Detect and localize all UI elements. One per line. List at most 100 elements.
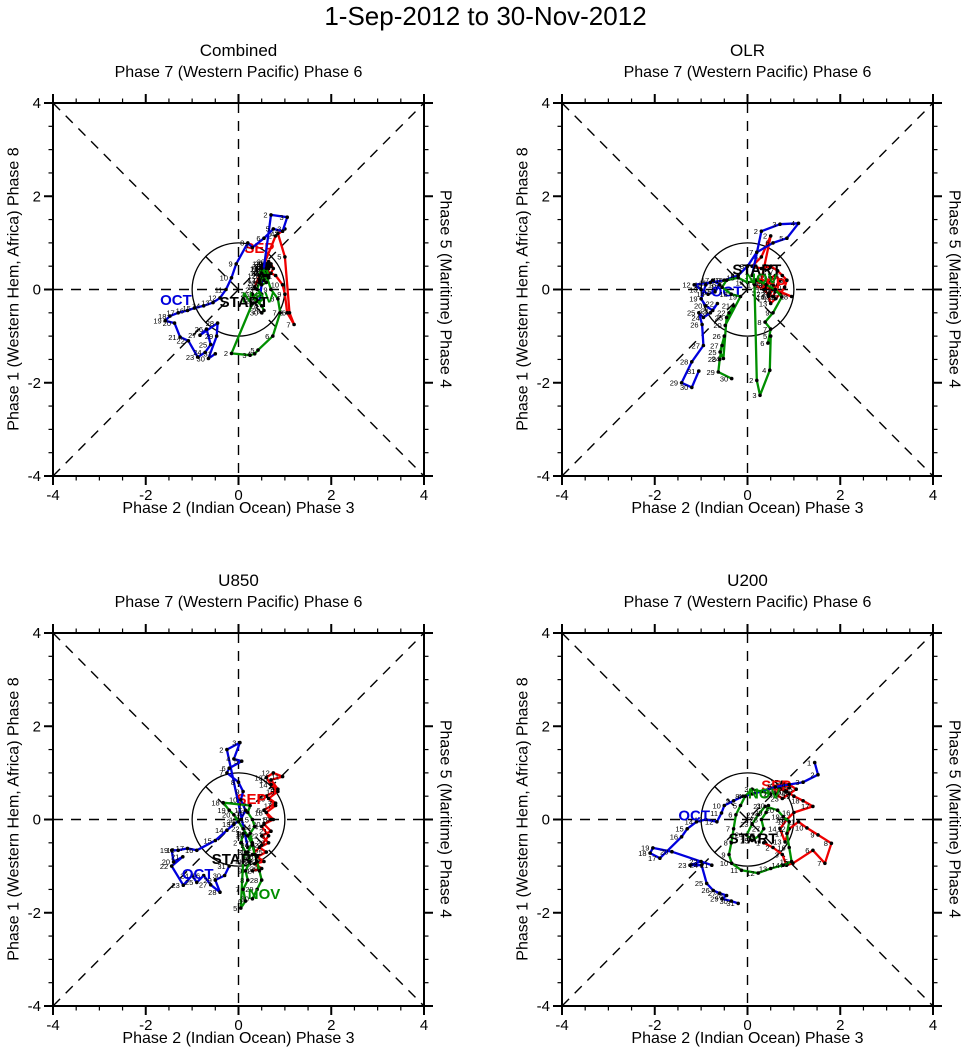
svg-text:30: 30 xyxy=(719,897,727,906)
svg-text:24: 24 xyxy=(248,843,256,852)
axis-label-top: Phase 7 (Western Pacific) Phase 6 xyxy=(623,594,872,611)
svg-text:8: 8 xyxy=(259,792,263,801)
svg-text:1: 1 xyxy=(744,271,748,280)
axis-ticks xyxy=(44,624,433,1015)
svg-text:19: 19 xyxy=(771,813,779,822)
svg-text:14: 14 xyxy=(736,278,744,287)
svg-text:8: 8 xyxy=(724,839,728,848)
svg-text:13: 13 xyxy=(238,829,246,838)
svg-text:25: 25 xyxy=(740,836,748,845)
svg-text:16: 16 xyxy=(257,794,265,803)
svg-text:22: 22 xyxy=(717,309,725,318)
phase-space-plot-u850: -4-4-2-200224412345678910111213141516171… xyxy=(28,624,433,1034)
axis-label-bottom: Phase 2 (Indian Ocean) Phase 3 xyxy=(122,1030,355,1047)
svg-text:15: 15 xyxy=(252,269,260,278)
svg-text:29: 29 xyxy=(203,876,211,885)
svg-text:3: 3 xyxy=(242,351,246,360)
svg-text:28: 28 xyxy=(750,815,758,824)
svg-text:31: 31 xyxy=(726,899,734,908)
svg-text:15: 15 xyxy=(203,836,211,845)
svg-text:-2: -2 xyxy=(139,487,152,504)
svg-text:2: 2 xyxy=(327,1017,335,1034)
svg-text:30: 30 xyxy=(761,278,769,287)
svg-text:20: 20 xyxy=(766,806,774,815)
svg-text:4: 4 xyxy=(791,219,795,228)
svg-text:28: 28 xyxy=(206,319,214,328)
svg-text:25: 25 xyxy=(687,309,695,318)
svg-text:14: 14 xyxy=(685,818,693,827)
svg-text:18: 18 xyxy=(791,797,799,806)
svg-text:19: 19 xyxy=(729,292,737,301)
svg-text:23: 23 xyxy=(761,292,769,301)
svg-text:29: 29 xyxy=(252,306,260,315)
svg-text:4: 4 xyxy=(275,227,279,236)
svg-text:14: 14 xyxy=(768,825,776,834)
svg-text:26: 26 xyxy=(701,886,709,895)
svg-text:-4: -4 xyxy=(46,487,59,504)
svg-text:9: 9 xyxy=(731,271,735,280)
svg-text:24: 24 xyxy=(241,841,249,850)
svg-text:-4: -4 xyxy=(28,468,41,485)
svg-text:27: 27 xyxy=(754,283,762,292)
axis-ticks xyxy=(553,624,942,1015)
svg-text:17: 17 xyxy=(768,276,776,285)
month-label-sep: SEP xyxy=(756,276,786,293)
svg-text:26: 26 xyxy=(690,320,698,329)
svg-text:24: 24 xyxy=(250,290,258,299)
svg-text:13: 13 xyxy=(759,299,767,308)
svg-text:10: 10 xyxy=(712,801,720,810)
svg-text:10: 10 xyxy=(220,274,228,283)
start-label: START xyxy=(732,262,781,279)
svg-text:23: 23 xyxy=(770,794,778,803)
svg-text:17: 17 xyxy=(238,801,246,810)
svg-text:11: 11 xyxy=(234,806,242,815)
month-label-oct: OCT xyxy=(160,292,192,309)
svg-text:12: 12 xyxy=(241,839,249,848)
svg-text:16: 16 xyxy=(236,808,244,817)
svg-text:3: 3 xyxy=(261,832,265,841)
svg-text:20: 20 xyxy=(713,321,721,330)
svg-text:13: 13 xyxy=(252,276,260,285)
svg-text:5: 5 xyxy=(733,801,737,810)
svg-text:-2: -2 xyxy=(537,905,550,922)
svg-text:9: 9 xyxy=(235,787,239,796)
svg-text:30: 30 xyxy=(757,801,765,810)
panel-title: Combined xyxy=(199,41,278,60)
svg-text:15: 15 xyxy=(183,304,191,313)
svg-text:-4: -4 xyxy=(555,1017,568,1034)
svg-text:22: 22 xyxy=(746,811,754,820)
svg-text:27: 27 xyxy=(245,297,253,306)
svg-text:12: 12 xyxy=(254,267,262,276)
svg-text:9: 9 xyxy=(263,285,267,294)
svg-text:15: 15 xyxy=(254,264,262,273)
svg-text:8: 8 xyxy=(231,778,235,787)
svg-text:28: 28 xyxy=(243,860,251,869)
svg-text:9: 9 xyxy=(270,785,274,794)
svg-text:30: 30 xyxy=(241,895,249,904)
svg-text:26: 26 xyxy=(241,290,249,299)
svg-text:1: 1 xyxy=(245,850,249,859)
svg-text:27: 27 xyxy=(188,331,196,340)
svg-text:26: 26 xyxy=(257,260,265,269)
svg-text:20: 20 xyxy=(257,274,265,283)
svg-text:13: 13 xyxy=(694,815,702,824)
svg-text:29: 29 xyxy=(754,808,762,817)
svg-text:6: 6 xyxy=(765,239,769,248)
svg-text:5: 5 xyxy=(234,757,238,766)
svg-text:2: 2 xyxy=(327,487,335,504)
axis-ticks xyxy=(553,94,942,485)
svg-text:8: 8 xyxy=(740,262,744,271)
svg-text:4: 4 xyxy=(738,792,742,801)
svg-text:21: 21 xyxy=(768,785,776,794)
svg-text:-2: -2 xyxy=(537,375,550,392)
svg-text:5: 5 xyxy=(263,815,267,824)
svg-text:29: 29 xyxy=(670,379,678,388)
phase-divider-lines xyxy=(561,102,934,477)
svg-text:4: 4 xyxy=(762,366,766,375)
svg-text:7: 7 xyxy=(770,267,774,276)
svg-text:7: 7 xyxy=(268,799,272,808)
svg-text:25: 25 xyxy=(199,340,207,349)
svg-text:1: 1 xyxy=(252,297,256,306)
